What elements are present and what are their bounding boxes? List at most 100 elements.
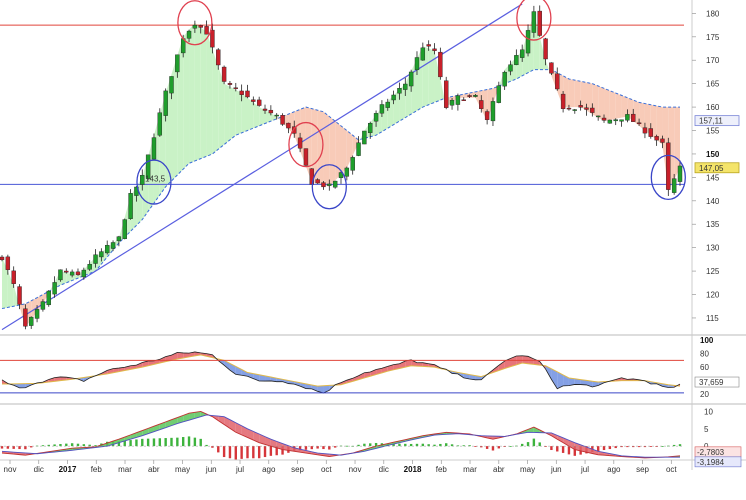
macd-histogram-bar <box>608 446 612 450</box>
macd-histogram-bar <box>193 437 197 447</box>
macd-histogram-bar <box>65 443 68 447</box>
x-tick-label: dic <box>379 465 389 474</box>
macd-histogram-bar <box>532 438 536 447</box>
candle-down <box>280 115 285 125</box>
price-ma-fill <box>358 130 365 144</box>
price-y-tick: 170 <box>706 56 720 65</box>
price-ma-fill <box>212 49 219 154</box>
price-ma-fill <box>229 86 236 140</box>
price-ma-fill <box>259 107 266 126</box>
price-y-tick: 130 <box>706 244 720 253</box>
macd-histogram-bar <box>228 446 232 459</box>
macd-histogram-bar <box>257 446 261 459</box>
macd-histogram-bar <box>41 445 45 447</box>
macd-histogram-bar <box>409 443 413 447</box>
price-ma-fill <box>539 36 546 70</box>
blue-highlight-circle <box>650 154 686 201</box>
macd-fill <box>270 439 277 448</box>
x-tick-label: 2018 <box>404 465 422 474</box>
oscillator-fill <box>399 361 406 369</box>
candle-up <box>403 83 408 90</box>
oscillator-fill <box>411 359 417 367</box>
oscillator-fill <box>522 355 529 364</box>
macd-histogram-bar <box>135 439 138 447</box>
macd-histogram-bar <box>263 446 267 458</box>
candle-up <box>128 193 133 219</box>
price-ma-fill <box>644 103 651 136</box>
axes: 157,11 147,05 115 120 125 130 135 140 145 150 155 1… <box>0 0 746 474</box>
x-tick-label: feb <box>91 465 103 474</box>
macd-histogram-bar <box>205 444 208 447</box>
oscillator-fill <box>54 376 61 382</box>
price-tag <box>694 115 740 127</box>
candle-down <box>438 51 443 78</box>
candle-up <box>613 119 618 122</box>
price-ma-fill <box>568 78 575 108</box>
x-tick-label: jun <box>205 465 217 474</box>
macd-histogram-bar <box>404 443 407 447</box>
candle-up <box>420 47 426 61</box>
macd-histogram-bar <box>445 443 448 447</box>
candle-down <box>584 107 589 110</box>
macd-histogram-bar <box>392 443 395 447</box>
red-highlight-circle <box>177 0 213 46</box>
macd-histogram-bar <box>573 446 576 456</box>
x-tick-label: sep <box>291 465 304 474</box>
x-tick-label: abr <box>148 465 160 474</box>
price-y-tick: 115 <box>706 314 719 323</box>
macd-value-tag <box>694 456 742 468</box>
macd-histogram-bar <box>456 445 460 447</box>
price-y-tick: 125 <box>706 267 720 276</box>
candle-down <box>560 93 566 109</box>
macd-histogram-bar <box>82 444 86 447</box>
macd-histogram-bar <box>672 444 676 447</box>
price-ma-fill <box>615 93 622 119</box>
candle-up <box>163 90 168 116</box>
macd-histogram-bar <box>480 446 483 448</box>
macd-histogram-bar <box>269 446 273 456</box>
candle-up <box>391 94 396 101</box>
price-ma-fill <box>609 90 616 120</box>
price-ma-fill <box>639 102 645 131</box>
macd-histogram-bar <box>129 440 132 447</box>
macd-histogram-bar <box>567 446 571 455</box>
price-ma-fill <box>189 22 195 164</box>
macd-histogram-bar <box>620 446 623 448</box>
oscillator-fill <box>416 362 423 367</box>
candle-down <box>303 148 309 166</box>
candle-up <box>373 113 379 122</box>
candle-up <box>362 130 367 145</box>
candle-up <box>397 88 402 94</box>
macd-histogram-bar <box>18 446 21 450</box>
oscillator-value-label: 37,659 <box>699 378 724 387</box>
macd-histogram-bar <box>328 446 331 450</box>
price-y-tick: 150 <box>706 150 720 159</box>
macd-fill <box>381 443 388 447</box>
candle-up <box>122 219 127 240</box>
oscillator-fill <box>259 374 266 382</box>
price-ma-fill <box>329 116 336 187</box>
x-tick-label: jun <box>550 465 562 474</box>
candle-down <box>245 90 250 98</box>
price-ma-fill <box>393 89 400 125</box>
candle-up <box>116 236 122 242</box>
macd-histogram-bar <box>655 446 658 447</box>
macd-fill <box>235 422 242 435</box>
candle-down <box>64 270 69 273</box>
oscillator-fill <box>510 355 517 367</box>
oscillator-fill <box>405 359 412 368</box>
candle-up <box>408 71 414 87</box>
candle-up <box>368 122 373 134</box>
macd-histogram-bar <box>94 445 97 447</box>
oscillator-fill <box>171 352 178 361</box>
candle-up <box>671 178 677 193</box>
x-tick-label: may <box>175 465 190 474</box>
oscillator-line <box>1 351 681 394</box>
macd-fill <box>113 439 119 445</box>
candle-down <box>444 80 449 108</box>
macd-histogram-bar <box>433 444 436 447</box>
macd-histogram-bar <box>509 446 512 447</box>
candle-down <box>654 136 659 141</box>
macd-fill <box>533 427 540 433</box>
price-y-tick: 155 <box>706 127 720 136</box>
